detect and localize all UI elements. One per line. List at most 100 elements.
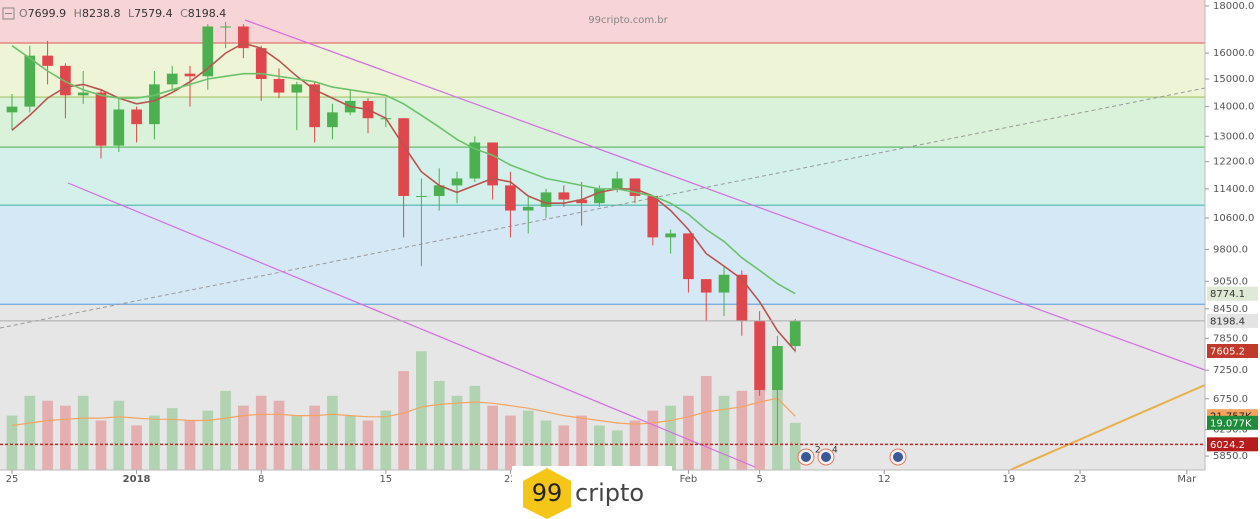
fib-band xyxy=(0,304,1205,470)
y-tick-label: 9050.0 xyxy=(1213,276,1248,287)
y-tick-label: 6250.0 xyxy=(1213,425,1248,436)
candle-body xyxy=(149,84,160,125)
volume-bar xyxy=(683,395,694,470)
volume-bar xyxy=(665,405,676,470)
candle-body xyxy=(700,279,712,293)
volume-layer xyxy=(6,351,801,470)
candle-body xyxy=(789,320,801,347)
trend-line xyxy=(0,87,1206,329)
ohlc-header: O7699.9 H8238.8 L7579.4 C8198.4 xyxy=(19,7,226,20)
candle-body xyxy=(273,78,285,93)
ohlc-prefix: O xyxy=(19,7,28,20)
candle-body xyxy=(683,233,694,280)
candle-body xyxy=(309,84,320,128)
volume-bar xyxy=(380,410,392,470)
volume-bar xyxy=(522,410,534,470)
candle-body xyxy=(433,185,445,196)
candle-body xyxy=(718,274,730,293)
y-tick-label: 13000.0 xyxy=(1213,131,1254,142)
candle-body xyxy=(291,84,303,93)
candle-body xyxy=(238,26,249,49)
volume-bar xyxy=(255,395,267,470)
candle-body xyxy=(540,192,552,207)
candle-body xyxy=(505,185,516,211)
event-flag xyxy=(801,452,811,462)
candle-body xyxy=(772,346,783,390)
candle-body xyxy=(184,73,196,77)
candle-body xyxy=(60,65,71,96)
x-tick-label: 22 xyxy=(504,474,517,485)
candle-body xyxy=(327,112,338,128)
volume-bar xyxy=(77,395,89,470)
x-tick-label: Mar xyxy=(1177,474,1197,485)
ohlc-prefix: H xyxy=(74,7,82,20)
candle-body xyxy=(95,92,107,146)
y-tick-label: 15000.0 xyxy=(1213,74,1254,85)
candle-body xyxy=(77,92,89,96)
price-badge xyxy=(1207,313,1258,328)
candle-body xyxy=(647,195,659,238)
fib-band xyxy=(0,42,1205,98)
volume-bar xyxy=(131,425,142,470)
volume-bar xyxy=(558,425,570,470)
volume-bar xyxy=(718,395,730,470)
ohlc-prefix: C xyxy=(180,7,188,20)
watermark: 99cripto.com.br xyxy=(588,15,668,26)
fib-band xyxy=(0,0,1205,43)
x-tick-label: Feb xyxy=(680,474,698,485)
volume-bar xyxy=(42,400,53,470)
price-badge-label: 8198.4 xyxy=(1210,316,1245,327)
x-tick-label: 15 xyxy=(379,474,392,485)
candle-body xyxy=(576,199,587,204)
candle-body xyxy=(469,142,481,179)
volume-bar xyxy=(611,430,623,470)
channel-line xyxy=(67,182,756,468)
ohlc-value: 7579.4 xyxy=(134,7,173,20)
candle-body xyxy=(255,48,267,79)
collapse-icon[interactable] xyxy=(2,7,15,20)
ohlc-value: 8198.4 xyxy=(188,7,227,20)
y-tick-label: 5850.0 xyxy=(1213,451,1248,462)
volume-bar xyxy=(754,361,765,470)
volume-bar xyxy=(220,390,231,470)
candle-body xyxy=(522,206,534,211)
candle-body xyxy=(558,192,570,200)
candle-body xyxy=(113,109,125,146)
candle-body xyxy=(131,109,142,125)
volume-bar xyxy=(309,405,320,470)
volume-bar xyxy=(273,400,285,470)
volume-bar xyxy=(647,410,659,470)
volume-bar xyxy=(362,420,374,470)
candle-body xyxy=(166,73,178,85)
candle-body xyxy=(487,142,498,186)
price-badge-label: 6024.2 xyxy=(1210,440,1245,451)
price-badge-label: 7605.2 xyxy=(1210,346,1245,357)
candles xyxy=(6,21,801,445)
candle-body xyxy=(754,320,765,390)
x-tick-label: 8 xyxy=(258,474,264,485)
volume-bar xyxy=(451,395,463,470)
volume-bar xyxy=(594,425,605,470)
channel-line xyxy=(244,19,1206,371)
y-tick-label: 8450.0 xyxy=(1213,304,1248,315)
volume-bar xyxy=(700,376,712,470)
volume-bar xyxy=(238,405,249,470)
volume-bar xyxy=(344,415,356,470)
volume-bar xyxy=(736,390,748,470)
event-count: 2 xyxy=(815,446,821,456)
candle-body xyxy=(220,26,231,28)
price-axis xyxy=(1205,0,1260,490)
moving-average xyxy=(11,45,796,295)
ohlc-value: 8238.8 xyxy=(82,7,121,20)
moving-average xyxy=(11,42,796,352)
axes: 18000.0 16000.0 15000.0 14000.0 13000.0 12200… xyxy=(6,1,1255,485)
price-badge xyxy=(1207,286,1258,301)
volume-badge xyxy=(1207,415,1258,430)
fib-bands xyxy=(0,0,1205,470)
price-badge xyxy=(1207,343,1258,358)
volume-ma xyxy=(11,397,796,427)
event-count: 4 xyxy=(832,446,838,456)
ohlc-value: 7699.9 xyxy=(28,7,67,20)
